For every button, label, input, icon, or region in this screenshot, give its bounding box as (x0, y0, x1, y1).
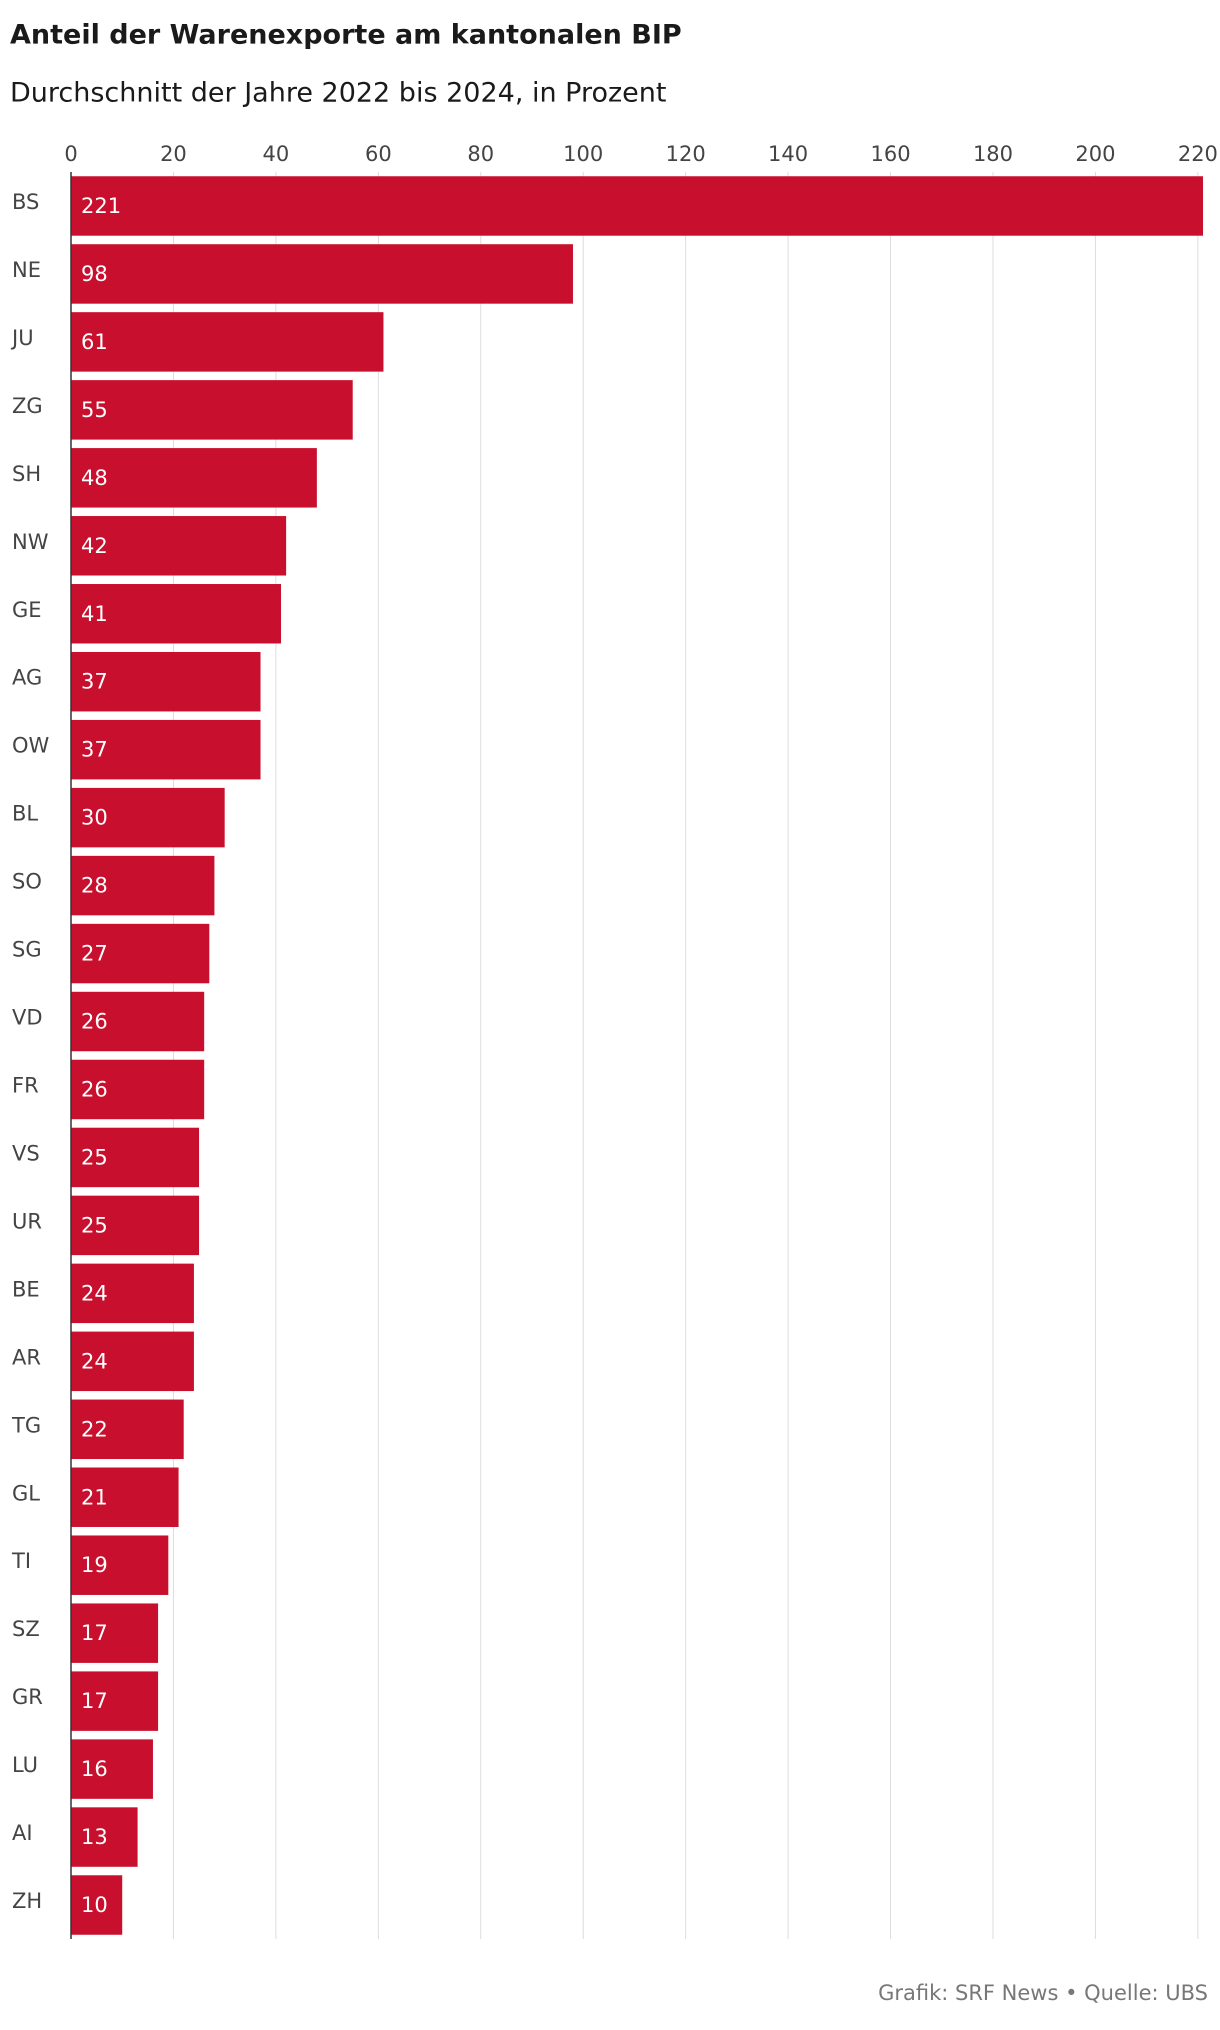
value-label: 26 (81, 1010, 108, 1034)
value-label: 98 (81, 262, 108, 286)
y-tick-label: AI (12, 1821, 33, 1845)
x-tick-label: 200 (1075, 142, 1115, 166)
y-tick-label: GE (12, 598, 42, 622)
x-tick-label: 0 (64, 142, 77, 166)
bar (71, 1263, 194, 1324)
value-label: 17 (81, 1689, 108, 1713)
x-tick-label: 100 (563, 142, 603, 166)
y-tick-label: VS (12, 1141, 40, 1165)
chart-subtitle: Durchschnitt der Jahre 2022 bis 2024, in… (10, 78, 667, 109)
x-tick-label: 40 (263, 142, 290, 166)
bar (71, 651, 261, 712)
value-label: 22 (81, 1417, 108, 1441)
bar (71, 584, 282, 644)
bar (71, 312, 384, 372)
value-label: 16 (81, 1757, 108, 1781)
bar (71, 1467, 179, 1527)
y-tick-label: TG (11, 1413, 41, 1437)
y-tick-label: BL (12, 802, 38, 826)
value-label: 25 (81, 1213, 108, 1237)
x-tick-label: 80 (467, 142, 494, 166)
y-tick-label: LU (12, 1753, 38, 1777)
value-label: 61 (81, 330, 108, 354)
bar (71, 380, 353, 440)
chart-title: Anteil der Warenexporte am kantonalen BI… (10, 20, 682, 51)
value-label: 13 (81, 1825, 108, 1849)
value-label: 19 (81, 1553, 108, 1577)
value-label: 55 (81, 398, 108, 422)
value-label: 24 (81, 1349, 108, 1373)
bar (71, 787, 225, 848)
y-tick-label: FR (12, 1073, 39, 1097)
bar (71, 1807, 138, 1867)
y-tick-label: SO (12, 870, 42, 894)
value-label: 25 (81, 1145, 108, 1169)
y-tick-label: GL (12, 1481, 40, 1505)
value-label: 10 (81, 1893, 108, 1917)
y-tick-label: SG (12, 938, 42, 962)
bar (71, 1671, 159, 1731)
x-tick-label: 220 (1178, 142, 1218, 166)
y-tick-label: JU (10, 326, 34, 350)
x-tick-label: 160 (871, 142, 911, 166)
y-tick-label: GR (12, 1685, 43, 1709)
y-tick-label: VD (12, 1006, 43, 1030)
bar (71, 1127, 200, 1188)
y-tick-label: AG (12, 666, 42, 690)
bar (71, 923, 210, 984)
x-tick-label: 180 (973, 142, 1013, 166)
bar (71, 1875, 123, 1935)
value-label: 27 (81, 942, 108, 966)
y-tick-label: UR (12, 1209, 42, 1233)
value-label: 41 (81, 602, 108, 626)
bar (71, 1399, 184, 1460)
value-label: 37 (81, 738, 108, 762)
bar (71, 1331, 194, 1392)
value-label: 30 (81, 806, 108, 830)
y-tick-label: AR (12, 1345, 41, 1369)
y-tick-label: NW (12, 530, 49, 554)
value-label: 42 (81, 534, 108, 558)
bar (71, 855, 215, 916)
bar (71, 1739, 153, 1799)
bar (71, 176, 1203, 236)
value-label: 21 (81, 1485, 108, 1509)
value-label: 17 (81, 1621, 108, 1645)
y-tick-label: TI (11, 1549, 31, 1573)
bar (71, 991, 205, 1052)
source: Grafik: SRF News • Quelle: UBS (878, 1981, 1208, 2005)
value-label: 28 (81, 874, 108, 898)
x-tick-label: 140 (768, 142, 808, 166)
bar (71, 448, 317, 508)
value-label: 221 (81, 194, 121, 218)
value-label: 26 (81, 1077, 108, 1101)
y-tick-label: SH (12, 462, 41, 486)
x-tick-label: 120 (666, 142, 706, 166)
bar (71, 1195, 200, 1256)
y-tick-label: OW (12, 734, 50, 758)
x-tick-label: 20 (160, 142, 187, 166)
x-tick-label: 60 (365, 142, 392, 166)
bar (71, 719, 261, 780)
bar (71, 1059, 205, 1120)
bar (71, 244, 573, 304)
value-label: 48 (81, 466, 108, 490)
value-label: 37 (81, 670, 108, 694)
y-tick-label: ZH (12, 1889, 42, 1913)
y-tick-label: ZG (12, 394, 43, 418)
value-label: 24 (81, 1281, 108, 1305)
y-tick-label: BE (12, 1277, 40, 1301)
bar (71, 516, 287, 576)
y-tick-label: BS (12, 190, 39, 214)
bar (71, 1603, 159, 1663)
y-tick-label: SZ (12, 1617, 40, 1641)
bar (71, 1535, 169, 1595)
y-tick-label: NE (12, 258, 41, 282)
